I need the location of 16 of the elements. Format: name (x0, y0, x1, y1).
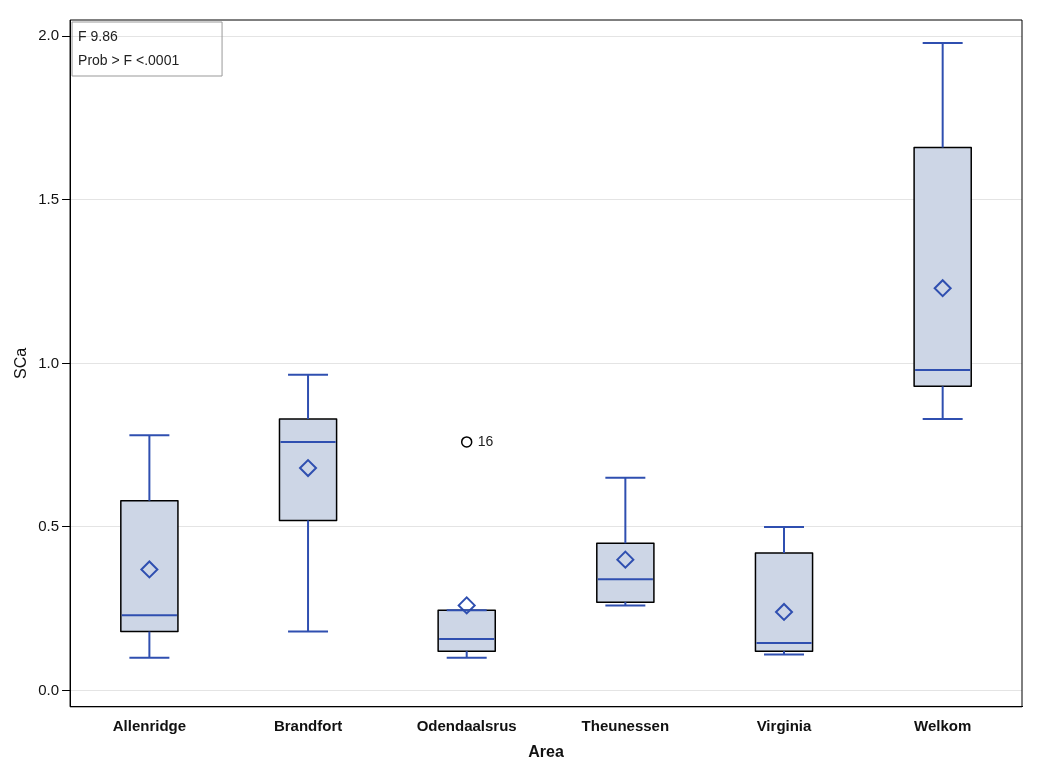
x-tick-label: Brandfort (273, 716, 343, 734)
annotation: Prob > F <.0001 (78, 51, 180, 68)
y-tick-label: 1.5 (38, 190, 60, 208)
y-tick-label: 0.0 (38, 680, 60, 698)
x-tick-label: Welkom (914, 716, 972, 734)
x-tick-label: Odendaalsrus (416, 716, 517, 734)
x-tick-label: Theunessen (581, 716, 670, 734)
x-tick-label: Virginia (756, 716, 813, 734)
annotation: F 9.86 (78, 27, 118, 44)
y-axis-title: SCa (12, 347, 30, 379)
y-tick-label: 1.0 (38, 353, 60, 371)
x-axis-title: Area (528, 742, 564, 760)
y-tick-label: 0.5 (38, 517, 60, 535)
x-tick-label: Allenridge (112, 716, 187, 734)
annotation: 16 (477, 432, 494, 449)
y-tick-label: 2.0 (38, 26, 60, 44)
